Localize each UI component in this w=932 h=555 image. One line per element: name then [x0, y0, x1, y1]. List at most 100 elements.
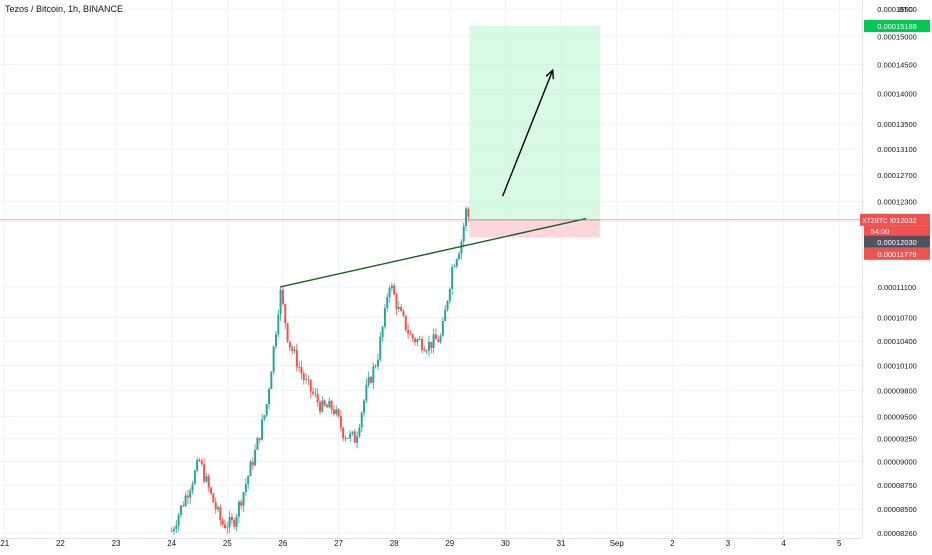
symbol-badge: XTZBTC — [862, 218, 888, 225]
candle-body — [427, 341, 430, 351]
time-tick-label: 25 — [223, 539, 232, 548]
price-tick-label: 0.00012700 — [877, 171, 917, 180]
candle-body — [291, 347, 294, 352]
trendline[interactable] — [279, 217, 587, 288]
candle-body — [196, 460, 199, 471]
candle-body — [312, 391, 315, 394]
candle-body — [314, 393, 317, 395]
stop-price-badge-bg — [864, 247, 930, 260]
candle-body — [335, 409, 338, 414]
candle-body — [383, 308, 386, 327]
candle-body — [332, 409, 335, 414]
price-tick-label: 0.00009250 — [877, 435, 917, 444]
price-tick-label: 0.00013100 — [877, 145, 917, 154]
candle-body — [321, 400, 324, 412]
candle-body — [200, 460, 203, 465]
candle-body — [351, 431, 354, 434]
candle-body — [270, 371, 273, 390]
candle-body — [184, 495, 187, 507]
price-tick-label: 0.00013500 — [877, 120, 917, 129]
candle-body — [374, 366, 377, 367]
candle-body — [395, 294, 398, 309]
price-tick-label: 0.00010700 — [877, 313, 917, 322]
time-axis[interactable]: 21 22 23 24 25 26 27 28 29 30 31 Sep 2 3 4 5 — [0, 539, 842, 548]
time-tick-label: 27 — [334, 539, 343, 548]
candle-body — [302, 373, 305, 380]
candle-body — [277, 314, 280, 335]
candle-body — [223, 524, 226, 528]
candle-body — [186, 495, 189, 498]
candle-body — [462, 226, 465, 242]
candle-body — [465, 208, 468, 227]
candle-body — [460, 241, 463, 254]
time-tick-label: 2 — [670, 539, 675, 548]
time-tick-label: 31 — [557, 539, 566, 548]
candle-body — [210, 487, 213, 494]
candle-body — [418, 338, 421, 340]
candle-body — [293, 349, 296, 352]
candle-body — [265, 404, 268, 416]
time-tick-label: 26 — [278, 539, 287, 548]
candle-body — [390, 285, 393, 288]
candle-body — [172, 528, 175, 532]
price-tick-label: 0.00010400 — [877, 337, 917, 346]
price-tick-label: 0.00014000 — [877, 90, 917, 99]
candle-body — [372, 366, 375, 383]
candle-body — [448, 288, 451, 301]
price-tick-label: 0.00012300 — [877, 197, 917, 206]
candle-body — [453, 266, 456, 268]
target-zone[interactable] — [469, 25, 601, 220]
arrow-head-icon — [545, 68, 555, 80]
candle-body — [249, 461, 252, 477]
price-badges: 0.00015186 0.00012032 54:00 0.00012030 0.000… — [860, 19, 930, 260]
candle-body — [214, 502, 217, 510]
candle-body — [339, 415, 342, 428]
drawings[interactable] — [279, 68, 587, 288]
candle-body — [330, 400, 333, 410]
candle-body — [272, 346, 275, 372]
candle-body — [263, 415, 266, 420]
candle-body — [421, 338, 423, 351]
candle-body — [228, 516, 231, 528]
symbol-title[interactable]: Tezos / Bitcoin, 1h, BINANCE — [5, 4, 123, 14]
countdown-label: 54:00 — [871, 227, 890, 236]
currency-label: BTC — [899, 7, 913, 14]
candle-body — [309, 379, 312, 392]
price-tick-label: 0.00015000 — [877, 32, 917, 41]
symbol-badge-bg — [860, 213, 890, 226]
candle-body — [346, 438, 349, 440]
candle-body — [182, 505, 185, 507]
candle-body — [353, 431, 356, 443]
candle-body — [441, 321, 444, 336]
candle-body — [381, 326, 384, 337]
price-scale[interactable]: 0.00015500 0.00015000 0.00014500 0.00014000… — [877, 5, 917, 538]
candle-body — [242, 492, 245, 506]
time-tick-label: 3 — [726, 539, 731, 548]
stop-price-badge: 0.00011779 — [877, 250, 916, 259]
candle-body — [198, 460, 201, 461]
candle-body — [455, 259, 458, 267]
candle-body — [235, 516, 238, 527]
time-tick-label: 29 — [445, 539, 454, 548]
candle-body — [323, 400, 326, 406]
price-tick-label: 0.00010100 — [877, 362, 917, 371]
candle-body — [432, 334, 435, 349]
entry-price-badge-bg — [864, 235, 930, 248]
candle-body — [247, 476, 250, 485]
candle-body — [300, 367, 303, 374]
candle-body — [402, 311, 405, 316]
candle-body — [281, 289, 284, 304]
candle-body — [221, 520, 224, 525]
stop-zone[interactable] — [469, 219, 601, 238]
candle-body — [393, 285, 396, 295]
arrow-line[interactable] — [502, 69, 554, 197]
candle-body — [177, 514, 180, 526]
candle-body — [423, 350, 426, 352]
position-zones[interactable] — [469, 25, 601, 238]
candle-body — [409, 333, 412, 335]
candle-body — [397, 306, 400, 309]
candle-body — [444, 309, 447, 322]
candle-body — [307, 379, 310, 381]
